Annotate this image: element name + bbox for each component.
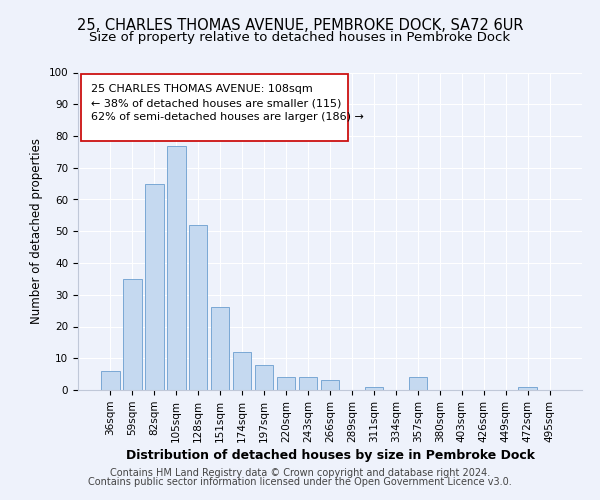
- Text: Size of property relative to detached houses in Pembroke Dock: Size of property relative to detached ho…: [89, 32, 511, 44]
- Bar: [518, 387, 537, 390]
- Bar: [255, 364, 274, 390]
- Text: Contains public sector information licensed under the Open Government Licence v3: Contains public sector information licen…: [88, 477, 512, 487]
- Text: Contains HM Land Registry data © Crown copyright and database right 2024.: Contains HM Land Registry data © Crown c…: [110, 468, 490, 478]
- Text: 25, CHARLES THOMAS AVENUE, PEMBROKE DOCK, SA72 6UR: 25, CHARLES THOMAS AVENUE, PEMBROKE DOCK…: [77, 18, 523, 32]
- Bar: [277, 378, 295, 390]
- Bar: [320, 380, 340, 390]
- Bar: [189, 225, 208, 390]
- X-axis label: Distribution of detached houses by size in Pembroke Dock: Distribution of detached houses by size …: [125, 449, 535, 462]
- Bar: [365, 387, 383, 390]
- Bar: [409, 378, 427, 390]
- Y-axis label: Number of detached properties: Number of detached properties: [30, 138, 43, 324]
- Bar: [233, 352, 251, 390]
- Bar: [167, 146, 185, 390]
- Bar: [299, 378, 317, 390]
- Bar: [145, 184, 164, 390]
- FancyBboxPatch shape: [80, 74, 347, 141]
- Bar: [101, 371, 119, 390]
- Bar: [123, 279, 142, 390]
- Bar: [211, 308, 229, 390]
- Text: 25 CHARLES THOMAS AVENUE: 108sqm
← 38% of detached houses are smaller (115)
62% : 25 CHARLES THOMAS AVENUE: 108sqm ← 38% o…: [91, 84, 364, 122]
